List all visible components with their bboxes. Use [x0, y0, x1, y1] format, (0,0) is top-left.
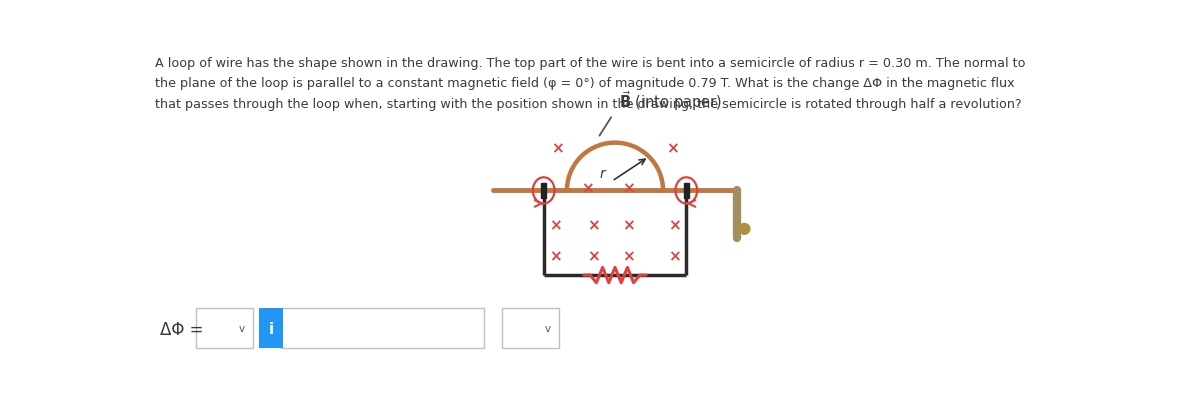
Text: ×: ×: [623, 181, 635, 196]
Text: ×: ×: [623, 218, 635, 233]
Text: v: v: [239, 323, 245, 333]
Text: ×: ×: [668, 249, 682, 263]
Text: ×: ×: [548, 249, 562, 263]
Text: that passes through the loop when, starting with the position shown in the drawi: that passes through the loop when, start…: [156, 98, 1022, 111]
FancyBboxPatch shape: [259, 309, 282, 349]
Circle shape: [739, 224, 750, 235]
Text: r: r: [600, 166, 606, 180]
Text: v: v: [545, 323, 551, 333]
Text: ΔΦ =: ΔΦ =: [160, 320, 204, 338]
Text: ×: ×: [666, 141, 679, 156]
Text: ×: ×: [587, 249, 600, 263]
Bar: [684, 183, 689, 199]
Text: ×: ×: [551, 141, 564, 156]
Text: ×: ×: [548, 218, 562, 233]
Text: ×: ×: [582, 181, 594, 196]
Text: ×: ×: [668, 218, 682, 233]
Text: ×: ×: [587, 218, 600, 233]
FancyBboxPatch shape: [196, 309, 253, 349]
Text: i: i: [269, 321, 274, 336]
FancyBboxPatch shape: [281, 309, 484, 349]
Text: ×: ×: [623, 249, 635, 263]
FancyBboxPatch shape: [502, 309, 559, 349]
Text: A loop of wire has the shape shown in the drawing. The top part of the wire is b: A loop of wire has the shape shown in th…: [156, 57, 1026, 69]
Bar: [541, 183, 546, 199]
Text: $\vec{\mathbf{B}}$ (into paper): $\vec{\mathbf{B}}$ (into paper): [619, 89, 722, 113]
Text: the plane of the loop is parallel to a constant magnetic field (φ = 0°) of magni: the plane of the loop is parallel to a c…: [156, 77, 1015, 90]
